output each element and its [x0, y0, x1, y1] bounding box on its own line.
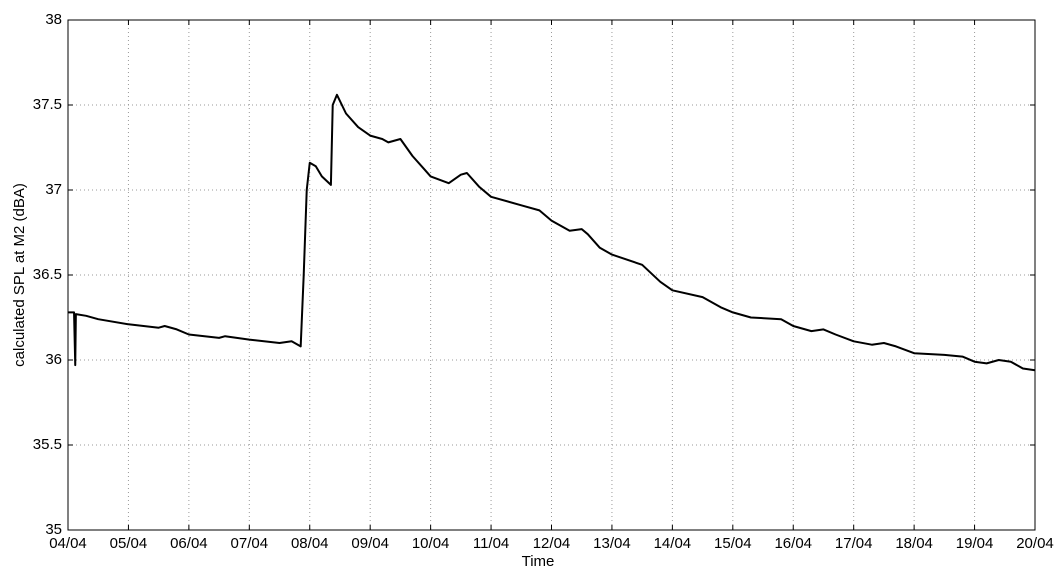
x-tick-label: 05/04 [110, 535, 148, 552]
x-tick-label: 16/04 [774, 535, 812, 552]
x-tick-label: 17/04 [835, 535, 873, 552]
y-tick-label: 36.5 [33, 266, 62, 283]
x-tick-label: 09/04 [351, 535, 389, 552]
x-axis-label: Time [522, 553, 555, 570]
plot-frame [67, 19, 1036, 531]
y-tick-label: 37.5 [33, 96, 62, 113]
y-tick-label: 36 [45, 351, 62, 368]
x-tick-label: 13/04 [593, 535, 631, 552]
y-tick-label: 37 [45, 181, 62, 198]
x-tick-label: 18/04 [895, 535, 933, 552]
x-tick-label: 12/04 [533, 535, 571, 552]
y-tick-label: 35.5 [33, 436, 62, 453]
y-tick-label: 35 [45, 521, 62, 538]
x-tick-label: 11/04 [473, 535, 509, 552]
x-tick-label: 14/04 [654, 535, 692, 552]
x-tick-label: 10/04 [412, 535, 450, 552]
x-tick-label: 19/04 [956, 535, 994, 552]
x-tick-label: 06/04 [170, 535, 208, 552]
y-axis-label: calculated SPL at M2 (dBA) [11, 183, 28, 367]
x-tick-label: 04/04 [49, 535, 87, 552]
x-tick-label: 07/04 [231, 535, 269, 552]
x-tick-label: 08/04 [291, 535, 329, 552]
y-tick-label: 38 [45, 11, 62, 28]
data-line [68, 93, 1036, 372]
x-tick-label: 20/04 [1016, 535, 1054, 552]
x-tick-label: 15/04 [714, 535, 752, 552]
